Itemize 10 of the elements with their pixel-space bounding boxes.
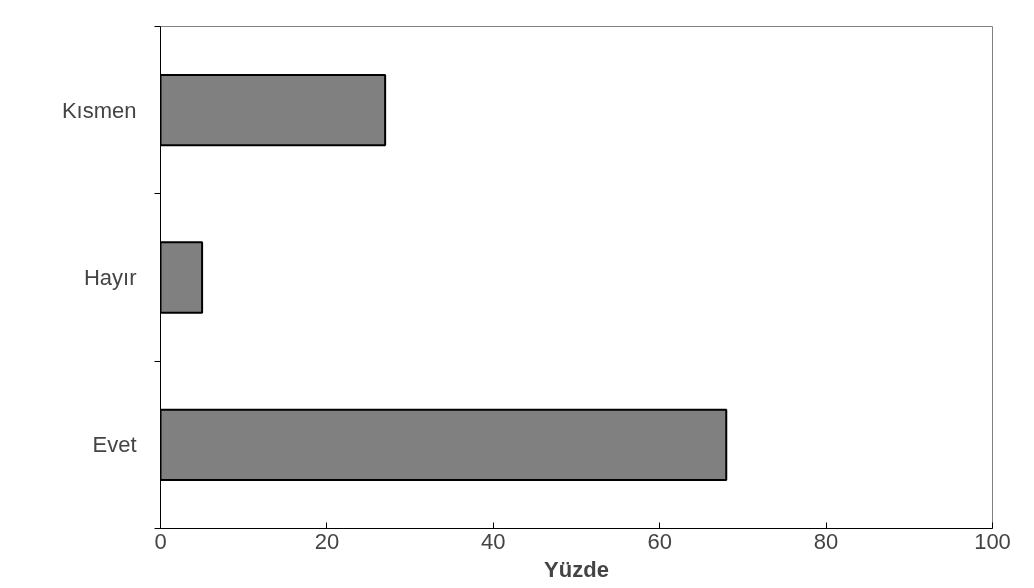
x-tick-label: 80: [813, 528, 839, 554]
x-tick-label: 0: [154, 528, 167, 554]
y-tick-label: Hayır: [83, 265, 137, 290]
x-tick-label: 100: [974, 528, 1011, 554]
y-tick-label: Evet: [92, 432, 137, 458]
x-axis-title: Yüzde: [544, 556, 609, 582]
y-tick-label: Kısmen: [61, 97, 137, 123]
x-tick-label: 40: [481, 528, 506, 554]
x-tick-label: 20: [314, 528, 340, 554]
x-tick-label: 60: [647, 528, 672, 554]
